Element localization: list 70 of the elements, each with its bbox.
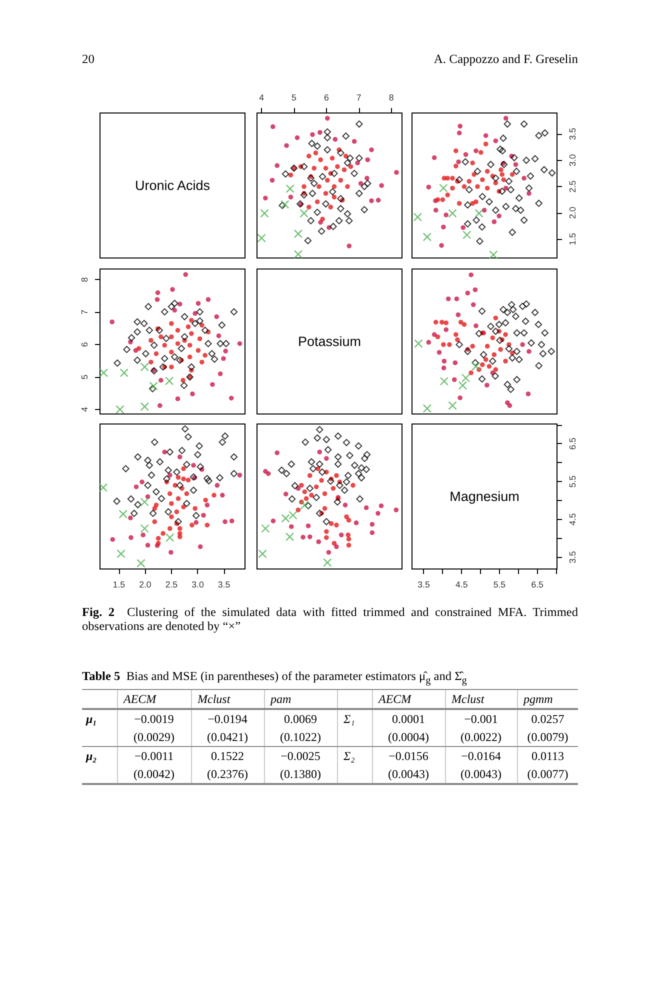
text: 0.0069 <box>284 712 317 726</box>
y-tick-label: 8 <box>80 276 90 282</box>
x-tick-label: 5.5 <box>492 580 506 590</box>
text: (0.0042) <box>134 767 174 782</box>
text: 0.0113 <box>531 749 564 764</box>
x-tick-label: 3.0 <box>192 580 204 590</box>
y-tick-label: 4 <box>80 406 90 412</box>
text: (0.0043) <box>460 767 502 782</box>
category-label: AECM <box>372 690 445 710</box>
x-tick-label: 6 <box>323 92 328 103</box>
text: (0.0079) <box>527 730 568 744</box>
x-tick-label: 4.5 <box>454 580 468 590</box>
text: −0.0156 <box>388 749 428 764</box>
text: μ₁ <box>86 712 97 726</box>
x-tick-label: 7 <box>356 92 361 103</box>
text: (0.0004) <box>388 730 429 744</box>
text: μ₂ <box>86 749 97 764</box>
x-tick-label: 2.0 <box>139 580 152 590</box>
x-tick-label: 6.5 <box>530 580 544 590</box>
text: −0.0011 <box>134 749 174 764</box>
text: 0.1522 <box>211 749 244 764</box>
y-tick-label: 5 <box>80 374 90 380</box>
y-tick-label: 3.5 <box>567 128 577 140</box>
category-label: AECM <box>117 690 191 710</box>
text: Σ₁ <box>344 712 355 726</box>
y-tick-label: 3.5 <box>567 551 577 564</box>
x-tick-label: 3.5 <box>417 580 430 590</box>
text: Table 5 <box>82 669 120 683</box>
text: −0.0194 <box>208 712 248 726</box>
text: −0.0025 <box>280 749 320 764</box>
x-tick-label: 1.5 <box>112 580 126 590</box>
text: (0.0043) <box>388 767 429 782</box>
text: Fig. 2 <box>82 604 115 618</box>
text: −0.001 <box>464 712 498 726</box>
text: (0.1022) <box>280 730 321 744</box>
text: (0.2376) <box>207 767 248 782</box>
text: (0.0077) <box>527 767 568 782</box>
category-label: Mclust <box>191 690 264 710</box>
y-tick-label: 2.0 <box>567 206 577 220</box>
y-tick-label: 2.5 <box>567 180 577 193</box>
text: (0.1380) <box>280 767 321 782</box>
text: Potassium <box>297 334 361 349</box>
x-tick-label: 4 <box>258 92 264 103</box>
text: Σ₂ <box>344 749 355 764</box>
text: 0.0257 <box>531 712 564 726</box>
y-tick-label: 7 <box>80 309 90 314</box>
text: −0.0019 <box>134 712 174 726</box>
text: Bias and MSE (in parentheses) of the parameter estimators μ̂$_{g}$ and Σ̂$_{g}$ <box>126 669 467 686</box>
text: (0.0029) <box>134 730 174 744</box>
x-tick-label: 8 <box>388 92 394 103</box>
category-label: pam <box>264 690 337 710</box>
text: (0.0421) <box>207 730 248 744</box>
text: Uronic Acids <box>134 178 210 194</box>
text: Magnesium <box>449 489 519 504</box>
y-tick-label: 6.5 <box>567 437 577 450</box>
y-tick-label: 3.0 <box>567 154 577 167</box>
category-label: Mclust <box>445 690 517 710</box>
text: 0.0001 <box>392 712 425 726</box>
y-tick-label: 6 <box>80 342 90 347</box>
y-tick-label: 1.5 <box>567 233 577 246</box>
x-tick-label: 2.5 <box>165 580 178 590</box>
x-tick-label: 3.5 <box>218 580 230 590</box>
y-tick-label: 5.5 <box>567 475 577 488</box>
y-tick-label: 4.5 <box>567 513 577 526</box>
text: (0.0022) <box>460 730 502 744</box>
category-label: pgmm <box>517 690 578 710</box>
text: 20 <box>82 51 94 67</box>
x-tick-label: 5 <box>291 92 296 103</box>
text: A. Cappozzo and F. Greselin <box>434 51 578 67</box>
text: −0.0164 <box>461 749 501 764</box>
